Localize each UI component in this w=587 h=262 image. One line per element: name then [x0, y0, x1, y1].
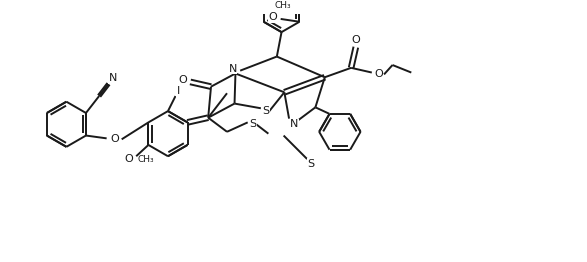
Text: O: O [374, 69, 383, 79]
Text: CH₃: CH₃ [274, 1, 291, 9]
Text: I: I [177, 86, 180, 96]
Text: O: O [178, 75, 187, 85]
Text: S: S [249, 119, 256, 129]
Text: S: S [308, 159, 315, 169]
Text: O: O [124, 154, 133, 164]
Text: N: N [109, 73, 117, 83]
Text: S: S [262, 106, 269, 116]
Text: CH₃: CH₃ [137, 155, 154, 163]
Text: N: N [289, 119, 298, 129]
Text: N: N [228, 64, 237, 74]
Text: O: O [269, 12, 278, 22]
Text: O: O [352, 35, 360, 45]
Text: O: O [111, 134, 120, 144]
